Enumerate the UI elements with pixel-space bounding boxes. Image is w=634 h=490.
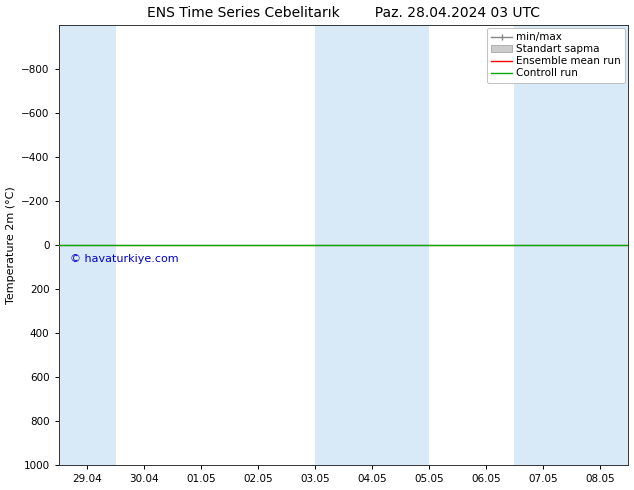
Y-axis label: Temperature 2m (°C): Temperature 2m (°C) [6, 186, 16, 304]
Bar [514, 25, 628, 465]
Legend: min/max, Standart sapma, Ensemble mean run, Controll run: min/max, Standart sapma, Ensemble mean r… [488, 28, 625, 83]
Bar [58, 25, 115, 465]
Bar [315, 25, 429, 465]
Text: © havaturkiye.com: © havaturkiye.com [70, 254, 179, 264]
Title: ENS Time Series Cebelitarık        Paz. 28.04.2024 03 UTC: ENS Time Series Cebelitarık Paz. 28.04.2… [147, 5, 540, 20]
